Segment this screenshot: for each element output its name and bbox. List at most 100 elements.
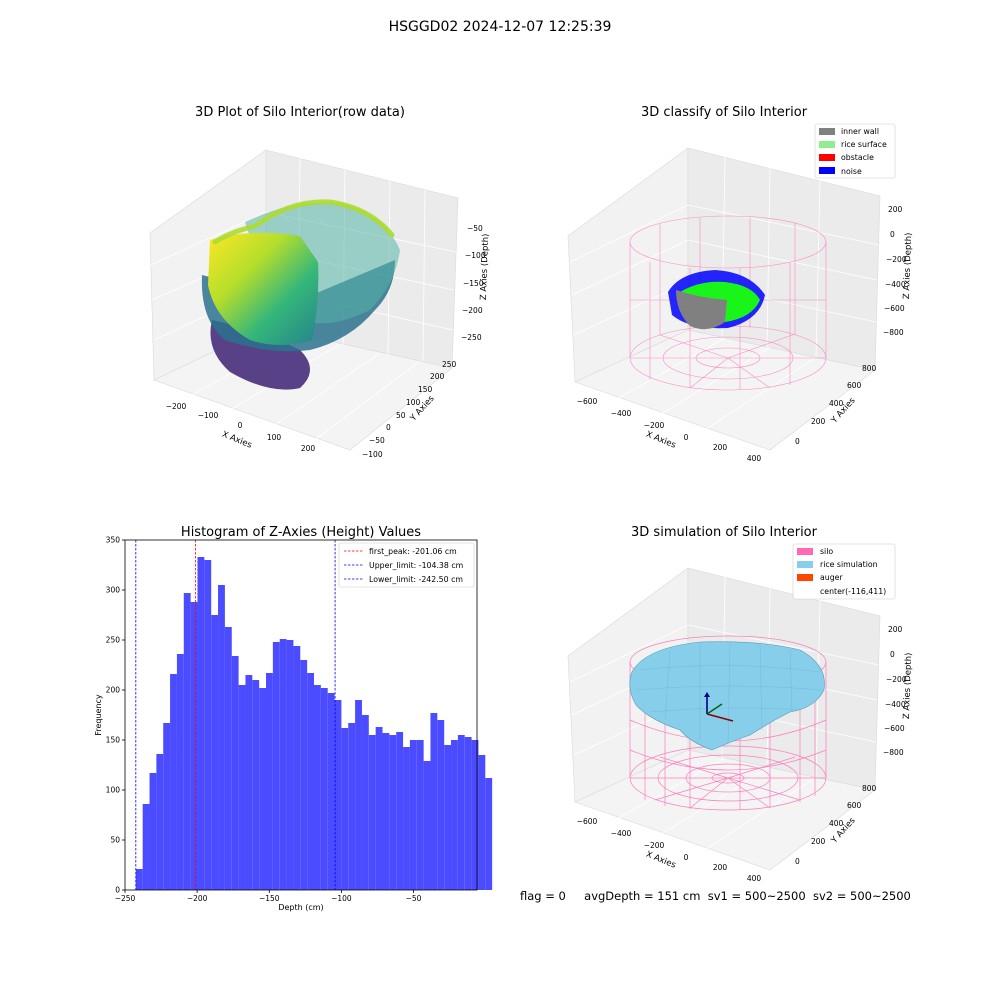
x-tick: −200 (644, 841, 665, 850)
x-tick: 0 (238, 421, 243, 430)
histogram-bar (430, 713, 438, 890)
z-tick: −100 (465, 251, 486, 260)
histogram-bar (457, 735, 465, 890)
histogram-bar (211, 615, 219, 890)
x-tick: 400 (747, 874, 762, 883)
x-tick: 0 (684, 853, 689, 862)
histogram-bar (300, 660, 308, 890)
point-cloud-wall (208, 232, 319, 345)
x-ticks: −200 −100 0 100 200 (166, 402, 316, 453)
panel-simulation-3d: 3D simulation of Silo Interior (567, 525, 914, 883)
histogram-bar (307, 673, 314, 890)
z-axis-label: Z Axies (Depth) (902, 232, 914, 299)
figure-title: HSGGD02 2024-12-07 12:25:39 (389, 19, 612, 35)
x-tick-label: −250 (115, 894, 136, 903)
histogram-bar (423, 761, 431, 890)
histogram-bars (135, 557, 493, 890)
auger-axes (704, 692, 734, 722)
y-tick: 0 (795, 437, 800, 446)
y-tick: 800 (862, 784, 877, 793)
inner-wall-points (676, 290, 727, 330)
histogram-bar (252, 680, 260, 890)
histogram-bar (259, 688, 267, 890)
histogram-bar (348, 723, 356, 890)
flag-text: flag = 0 (520, 889, 566, 903)
histogram-bar (341, 728, 349, 890)
panel-title: 3D Plot of Silo Interior(row data) (195, 105, 405, 120)
y-ticks: 0 50 100 150 200 250 300 350 (106, 536, 125, 895)
histogram-bar (396, 732, 404, 890)
histogram-bar (279, 639, 287, 890)
point-cloud-rim (212, 199, 395, 245)
z-tick: 0 (890, 650, 895, 659)
sv2-text: sv2 = 500~2500 (812, 889, 911, 903)
x-ticks: −250 −200 −150 −100 −50 (115, 890, 422, 903)
panel-classify-3d: 3D classify of Silo Interior (567, 105, 914, 463)
y-tick-label: 300 (106, 586, 121, 595)
x-tick: −600 (577, 817, 598, 826)
z-axis-label: Z Axies (Depth) (902, 652, 914, 719)
x-tick: −200 (644, 421, 665, 430)
plot-frame (124, 539, 478, 891)
histogram-bar (409, 740, 417, 890)
x-ticks: −600 −400 −200 0 200 400 (577, 817, 762, 883)
y-tick: 200 (430, 372, 445, 381)
legend-label: noise (841, 167, 862, 176)
x-tick: 0 (684, 433, 689, 442)
legend-swatch-noise (819, 167, 835, 174)
z-tick: 200 (888, 205, 903, 214)
histogram-bar (320, 688, 328, 890)
histogram-bar (437, 720, 445, 890)
histogram-reference-lines (135, 540, 336, 890)
panel-title: Histogram of Z-Axies (Height) Values (181, 525, 421, 540)
y-tick: 50 (396, 411, 406, 420)
histogram-bar (389, 735, 397, 890)
legend-swatch-silo (797, 548, 813, 555)
histogram-bar (266, 673, 273, 890)
histogram-bar (293, 646, 301, 890)
histogram-bar (272, 642, 280, 890)
y-tick: 0 (795, 857, 800, 866)
avg-depth-text: avgDepth = 151 cm (584, 889, 701, 903)
histogram-bar (478, 755, 486, 890)
legend: first_peak: -201.06 cm Upper_limit: -104… (338, 542, 475, 588)
z-tick: −600 (884, 724, 905, 733)
histogram-bar (135, 869, 143, 890)
histogram-bar (170, 674, 177, 890)
x-tick: −400 (611, 829, 632, 838)
x-tick: 400 (747, 454, 762, 463)
y-ticks: −100 −50 0 50 100 150 200 250 (362, 360, 457, 459)
histogram-bar (355, 700, 362, 890)
y-tick-label: 350 (106, 536, 121, 545)
x-ticks: −600 −400 −200 0 200 400 (577, 397, 762, 463)
z-ticks: 200 0 −200 −400 −600 −800 (883, 205, 907, 337)
y-tick: −100 (362, 450, 383, 459)
panel-title: 3D classify of Silo Interior (641, 105, 808, 120)
z-tick: −150 (463, 279, 484, 288)
histogram-bar (238, 685, 246, 890)
x-tick-label: −200 (187, 894, 208, 903)
y-ticks: 0 200 400 600 800 (795, 364, 877, 446)
legend-label: first_peak: -201.06 cm (369, 547, 457, 556)
histogram-bar (204, 560, 212, 890)
y-tick-label: 200 (106, 686, 121, 695)
histogram-bar (286, 640, 294, 890)
y-tick: 100 (406, 398, 421, 407)
histogram-bar (218, 585, 225, 890)
histogram-bar (375, 727, 383, 890)
histogram-bar (444, 745, 452, 890)
legend-swatch-rice-surface (819, 141, 835, 148)
y-axis-label: Frequency (94, 694, 103, 736)
histogram-bar (245, 675, 253, 890)
x-tick: −100 (198, 411, 219, 420)
histogram-bar (197, 557, 205, 890)
x-tick: 200 (713, 443, 728, 452)
histogram-bar (361, 715, 369, 890)
legend-label: silo (820, 547, 833, 556)
histogram-bar (149, 773, 157, 890)
legend: silo rice simulation auger center(-116,4… (792, 543, 896, 600)
histogram-bar (176, 654, 184, 890)
histogram-bar (327, 693, 335, 890)
histogram-bar (416, 740, 424, 890)
panel-histogram: Histogram of Z-Axies (Height) Values −25… (94, 525, 493, 912)
